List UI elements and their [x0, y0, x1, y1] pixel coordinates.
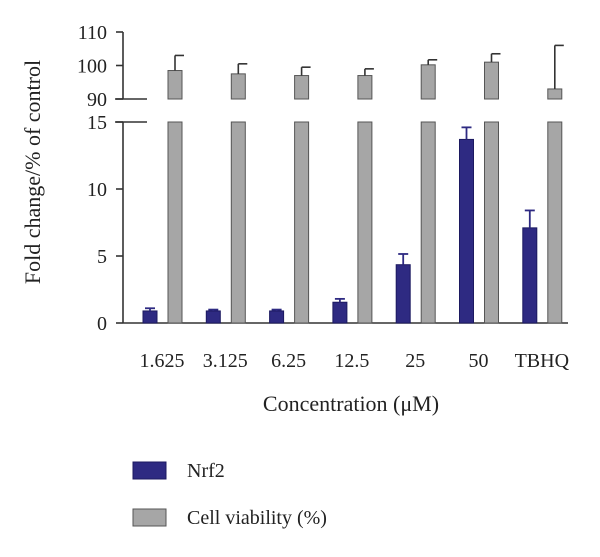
- cell-viability-bar-lower: [294, 121, 310, 324]
- x-axis-label: Concentration (μM): [263, 391, 439, 416]
- x-tick-label: 6.25: [271, 350, 306, 372]
- legend-label: Cell viability (%): [187, 507, 327, 529]
- cell-viability-bar-upper: [167, 70, 183, 100]
- nrf2-bar: [459, 138, 474, 324]
- cell-viability-bar-upper: [420, 64, 436, 100]
- x-tick-label: 3.125: [203, 350, 248, 372]
- y-tick-label: 100: [77, 56, 107, 78]
- y-axis-label: Fold change/% of control: [20, 60, 45, 284]
- cell-viability-bar-lower: [230, 121, 246, 324]
- nrf2-bar: [142, 310, 158, 324]
- cell-viability-bar-upper: [484, 61, 499, 100]
- nrf2-bar: [332, 301, 348, 324]
- x-tick-label: 50: [469, 350, 489, 372]
- legend: Nrf2 Cell viability (%): [132, 460, 327, 529]
- bars: [142, 44, 564, 324]
- legend-swatch: [132, 461, 167, 480]
- y-tick-label: 5: [97, 246, 107, 268]
- legend-swatch: [132, 508, 167, 527]
- nrf2-bar: [269, 310, 285, 324]
- y-tick-label: 10: [87, 179, 107, 201]
- cell-viability-bar-upper: [547, 88, 563, 100]
- y-tick-label: 15: [87, 112, 107, 134]
- x-tick-label: 1.625: [140, 350, 185, 372]
- nrf2-bar: [205, 310, 221, 324]
- y-tick-label: 110: [78, 22, 107, 44]
- nrf2-bar: [522, 227, 538, 324]
- axes: [115, 31, 568, 324]
- y-tick-label: 90: [87, 89, 107, 111]
- cell-viability-bar-upper: [357, 75, 373, 100]
- legend-label: Nrf2: [187, 460, 225, 482]
- x-tick-labels: 1.625 3.125 6.25 12.5 25 50 TBHQ: [140, 350, 570, 372]
- y-tick-label: 0: [97, 313, 107, 335]
- cell-viability-bar-lower: [357, 121, 373, 324]
- cell-viability-bar-lower: [167, 121, 183, 324]
- cell-viability-bar-upper: [294, 75, 310, 100]
- cell-viability-bar-upper: [230, 73, 246, 100]
- x-tick-label: 25: [405, 350, 425, 372]
- cell-viability-bar-lower: [420, 121, 436, 324]
- cell-viability-bar-lower: [484, 121, 499, 324]
- x-tick-label: TBHQ: [515, 350, 570, 372]
- cell-viability-bar-lower: [547, 121, 563, 324]
- nrf2-bar: [395, 264, 411, 324]
- x-tick-label: 12.5: [334, 350, 369, 372]
